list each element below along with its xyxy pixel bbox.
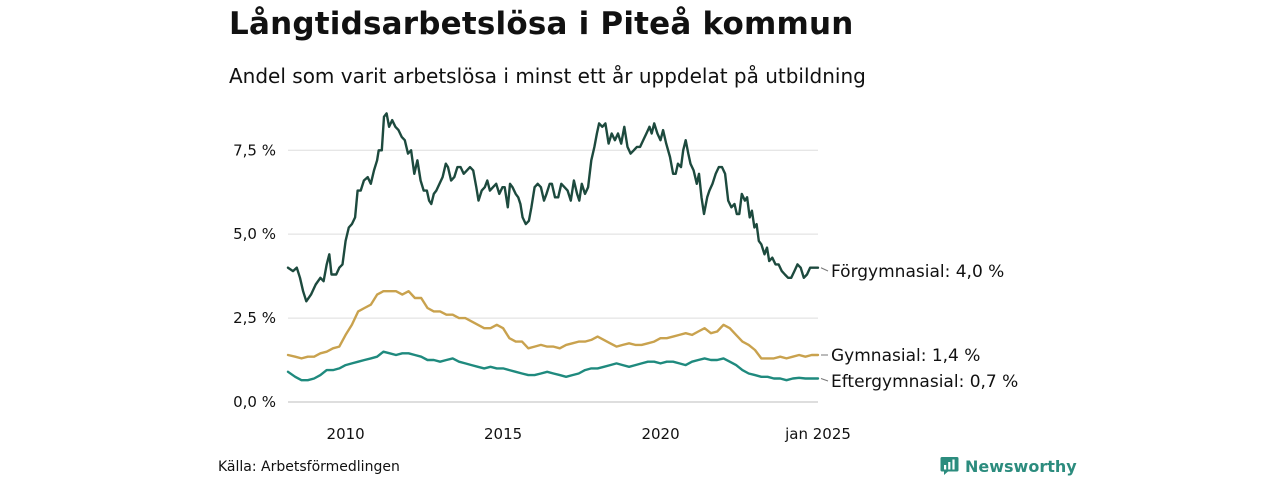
series-layer [286, 112, 820, 382]
end-label-förgymnasial: Förgymnasial: 4,0 % [831, 262, 1004, 282]
end-label-eftergymnasial: Eftergymnasial: 0,7 % [831, 372, 1018, 392]
end-labels: Förgymnasial: 4,0 % Gymnasial: 1,4 % Efter… [820, 262, 1018, 392]
y-tick-label: 2,5 % [233, 309, 276, 327]
y-tick-label: 5,0 % [233, 225, 276, 243]
grid-layer [288, 149, 818, 403]
x-tick-label: 2010 [327, 425, 365, 443]
series-line-gymnasial [286, 290, 820, 360]
x-tick-label: jan 2025 [784, 425, 851, 443]
x-tick-label: 2015 [484, 425, 522, 443]
brand-logo: Newsworthy [940, 456, 1077, 476]
label-connector [820, 378, 829, 382]
y-tick-label: 7,5 % [233, 141, 276, 159]
brand-name: Newsworthy [965, 456, 1077, 476]
y-axis-ticks: 0,0 % 2,5 % 5,0 % 7,5 % [233, 141, 276, 411]
chart-title: Långtidsarbetslösa i Piteå kommun [229, 6, 854, 42]
source-note: Källa: Arbetsförmedlingen [218, 459, 400, 475]
x-tick-label: 2020 [641, 425, 679, 443]
label-connector [820, 267, 829, 272]
newsworthy-logo-icon [940, 457, 959, 475]
x-axis-ticks: 2010 2015 2020 jan 2025 [327, 425, 851, 443]
end-label-gymnasial: Gymnasial: 1,4 % [831, 346, 980, 366]
series-line-förgymnasial [286, 112, 820, 303]
series-line-eftergymnasial [286, 350, 820, 382]
chart-subtitle: Andel som varit arbetslösa i minst ett å… [229, 64, 866, 88]
y-tick-label: 0,0 % [233, 393, 276, 411]
